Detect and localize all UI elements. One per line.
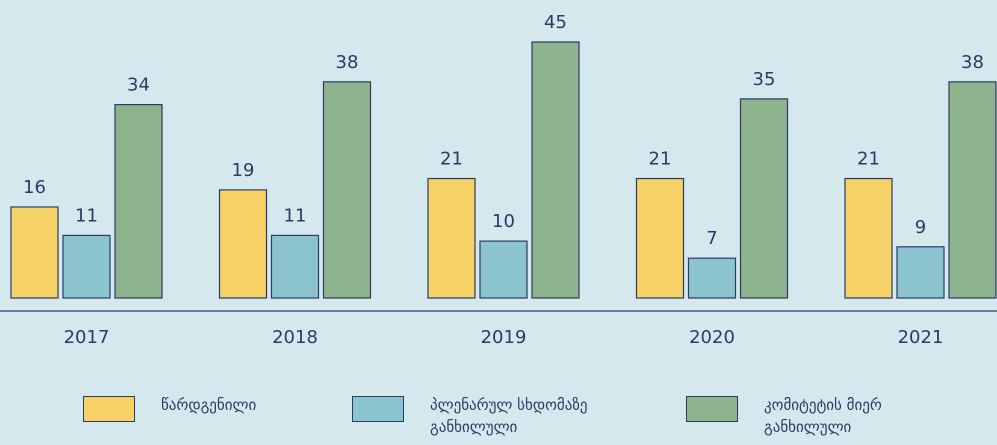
bar <box>896 246 945 299</box>
bar <box>270 234 320 299</box>
value-label: 35 <box>753 69 776 90</box>
legend-label: წარდგენილი <box>161 396 257 414</box>
bar <box>739 98 789 299</box>
plot: 16 11 34 2017 19 11 38 2018 21 10 45 2019 21 7 35 2020 2… <box>0 12 997 348</box>
legend-item: წარდგენილი <box>83 394 341 422</box>
x-tick-label: 2019 <box>481 327 527 348</box>
bar <box>948 81 997 299</box>
x-tick-label: 2021 <box>898 327 944 348</box>
x-tick-label: 2018 <box>272 327 318 348</box>
value-label: 16 <box>23 177 46 198</box>
x-tick-label: 2017 <box>64 327 110 348</box>
x-tick-label: 2020 <box>689 327 735 348</box>
value-label: 11 <box>75 205 98 226</box>
bar <box>687 257 737 299</box>
bar <box>479 240 528 299</box>
value-label: 9 <box>915 217 926 238</box>
value-label: 21 <box>857 149 880 170</box>
bar <box>427 177 476 299</box>
legend-swatch <box>686 396 738 422</box>
bar <box>218 189 268 299</box>
bar <box>322 81 372 299</box>
value-label: 38 <box>961 52 984 73</box>
legend-swatch <box>83 396 135 422</box>
value-label: 19 <box>232 160 255 181</box>
legend-item: პლენარულ სხდომაზე განხილული <box>352 394 670 438</box>
value-label: 45 <box>544 12 567 33</box>
value-label: 34 <box>127 75 150 96</box>
value-label: 21 <box>649 149 672 170</box>
legend-item: კომიტეტის მიერ განხილული <box>686 394 964 438</box>
bar <box>10 206 59 299</box>
legend-swatch <box>352 396 404 422</box>
bar <box>531 41 580 299</box>
bar <box>635 177 685 299</box>
bar <box>62 234 111 299</box>
legend-label: პლენარულ სხდომაზე განხილული <box>430 396 588 436</box>
value-label: 7 <box>706 228 717 249</box>
value-label: 38 <box>336 52 359 73</box>
value-label: 11 <box>284 205 307 226</box>
legend-label: კომიტეტის მიერ განხილული <box>764 396 882 436</box>
bar <box>114 103 163 299</box>
bar <box>844 177 893 299</box>
value-label: 21 <box>440 149 463 170</box>
value-label: 10 <box>492 211 515 232</box>
